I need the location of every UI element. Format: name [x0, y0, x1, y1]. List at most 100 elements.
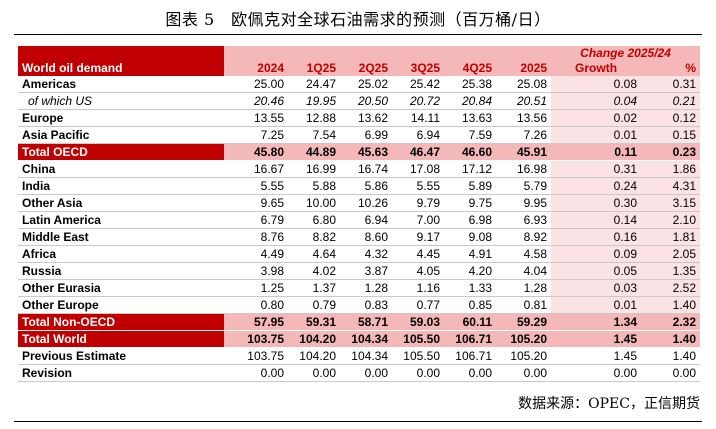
table-cell: 0.00: [444, 364, 496, 382]
table-cell: 105.20: [496, 347, 552, 365]
header-row-change: Change 2025/24: [18, 46, 701, 61]
table-cell: 104.20: [288, 347, 340, 365]
table-cell: 16.74: [340, 160, 392, 178]
table-cell: 0.31: [551, 160, 642, 178]
table-cell: 5.86: [340, 177, 392, 195]
table-cell: 105.50: [392, 330, 444, 348]
table-row: Other Asia 9.65 10.00 10.26 9.79 9.75 9.95 0.30…: [18, 194, 701, 212]
table-cell: 0.02: [551, 109, 642, 127]
table-cell: 106.71: [444, 347, 496, 365]
table-cell: 6.94: [392, 126, 444, 144]
row-label: Total Non-OECD: [18, 313, 224, 331]
table-cell: 4.91: [444, 245, 496, 263]
table-cell: 0.05: [551, 262, 642, 280]
table-cell: 46.47: [392, 143, 444, 161]
row-label: China: [18, 160, 224, 178]
table-body: Americas 25.00 24.47 25.02 25.42 25.38 25.08 0.…: [18, 76, 701, 382]
table-cell: 13.55: [224, 109, 288, 127]
row-label: Europe: [18, 109, 224, 127]
table-cell: 17.12: [444, 160, 496, 178]
row-label: India: [18, 177, 224, 195]
table-cell: 4.32: [340, 245, 392, 263]
table-row: China 16.67 16.99 16.74 17.08 17.12 16.98 0.31 1…: [18, 160, 701, 178]
table-cell: 59.03: [392, 313, 444, 331]
col-header-4q25: 4Q25: [444, 61, 496, 76]
table-cell: 0.00: [224, 364, 288, 382]
table-cell: 0.01: [551, 296, 642, 314]
table-cell: 4.05: [392, 262, 444, 280]
table-cell: 4.20: [444, 262, 496, 280]
table-cell: 2.52: [641, 279, 701, 297]
row-label: Americas: [18, 76, 224, 93]
table-cell: 4.58: [496, 245, 552, 263]
table-cell: 9.08: [444, 228, 496, 246]
table-cell: 2.05: [641, 245, 701, 263]
table-cell: 0.16: [551, 228, 642, 246]
table-row: Latin America 6.79 6.80 6.94 7.00 6.98 6.93 0.1…: [18, 211, 701, 229]
table-cell: 1.16: [392, 279, 444, 297]
table-cell: 2.10: [641, 211, 701, 229]
table-row: Total Non-OECD 57.95 59.31 58.71 59.03 60.11 5…: [18, 313, 701, 331]
table-cell: 0.80: [224, 296, 288, 314]
table-cell: 1.40: [641, 347, 701, 365]
table-cell: 0.00: [288, 364, 340, 382]
table-cell: 1.34: [551, 313, 642, 331]
table-cell: 7.26: [496, 126, 552, 144]
source-note: 数据来源：OPEC，正信期货: [518, 396, 700, 412]
row-label: Revision: [18, 364, 224, 382]
table-cell: 0.31: [641, 76, 701, 93]
table-cell: 45.63: [340, 143, 392, 161]
table-cell: 25.08: [496, 76, 552, 93]
table-cell: 6.79: [224, 211, 288, 229]
table-cell: 1.33: [444, 279, 496, 297]
table-row: Other Eurasia 1.25 1.37 1.28 1.16 1.33 1.28 0.0…: [18, 279, 701, 297]
table-cell: 1.37: [288, 279, 340, 297]
table-cell: 1.45: [551, 347, 642, 365]
bottom-rule: [14, 421, 702, 422]
table-row: Total OECD 45.80 44.89 45.63 46.47 46.60 45.91…: [18, 143, 701, 161]
row-label-header: World oil demand: [18, 61, 224, 76]
col-header-2q25: 2Q25: [340, 61, 392, 76]
table-cell: 19.95: [288, 92, 340, 110]
table-cell: 106.71: [444, 330, 496, 348]
table-cell: 0.21: [641, 92, 701, 110]
table-cell: 1.40: [641, 330, 701, 348]
table-row: Americas 25.00 24.47 25.02 25.42 25.38 25.08 0.…: [18, 76, 701, 93]
table-cell: 20.84: [444, 92, 496, 110]
table-cell: 5.88: [288, 177, 340, 195]
table-cell: 20.50: [340, 92, 392, 110]
row-label: Previous Estimate: [18, 347, 224, 365]
table-cell: 0.12: [641, 109, 701, 127]
table-cell: 6.98: [444, 211, 496, 229]
table-cell: 104.34: [340, 347, 392, 365]
table-cell: 6.93: [496, 211, 552, 229]
table-cell: 0.00: [340, 364, 392, 382]
table-cell: 46.60: [444, 143, 496, 161]
table-cell: 13.63: [444, 109, 496, 127]
table-cell: 0.01: [551, 126, 642, 144]
table-cell: 0.00: [392, 364, 444, 382]
table-cell: 16.99: [288, 160, 340, 178]
table-cell: 105.20: [496, 330, 552, 348]
figure-caption: 图表 5 欧佩克对全球石油需求的预测（百万桶/日）: [165, 10, 551, 29]
table-row: Africa 4.49 4.64 4.32 4.45 4.91 4.58 0.09 2.05: [18, 245, 701, 263]
row-label: Latin America: [18, 211, 224, 229]
table-cell: 2.32: [641, 313, 701, 331]
table-cell: 4.02: [288, 262, 340, 280]
table-cell: 1.81: [641, 228, 701, 246]
table-row: India 5.55 5.88 5.86 5.55 5.89 5.79 0.24 4.31: [18, 177, 701, 195]
table-cell: 13.62: [340, 109, 392, 127]
table-cell: 104.20: [288, 330, 340, 348]
table-cell: 9.65: [224, 194, 288, 212]
header-blank-span: [224, 46, 552, 61]
table-cell: 25.38: [444, 76, 496, 93]
table-cell: 1.40: [641, 296, 701, 314]
table-cell: 17.08: [392, 160, 444, 178]
table-row: Europe 13.55 12.88 13.62 14.11 13.63 13.56 0.02…: [18, 109, 701, 127]
table-cell: 9.17: [392, 228, 444, 246]
table-row: Other Europe 0.80 0.79 0.83 0.77 0.85 0.81 0.01…: [18, 296, 701, 314]
col-header-percent: %: [641, 61, 701, 76]
table-cell: 45.91: [496, 143, 552, 161]
table-cell: 44.89: [288, 143, 340, 161]
